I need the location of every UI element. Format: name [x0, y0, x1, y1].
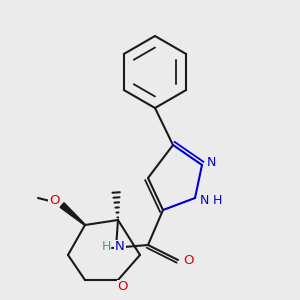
Text: H: H [101, 239, 111, 253]
Text: O: O [118, 280, 128, 293]
Polygon shape [60, 203, 85, 225]
Text: N: N [206, 155, 216, 169]
Text: N: N [115, 241, 125, 254]
Text: O: O [49, 194, 59, 206]
Text: O: O [183, 254, 193, 266]
Text: H: H [212, 194, 222, 208]
Text: N: N [199, 194, 209, 208]
